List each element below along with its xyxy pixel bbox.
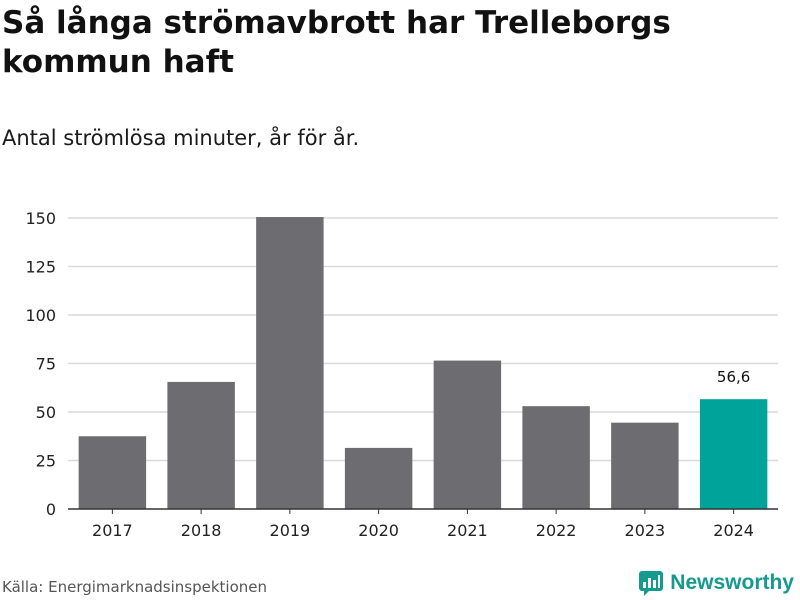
x-tick-label: 2022	[536, 521, 577, 540]
x-tick-label: 2023	[625, 521, 666, 540]
bar-2018	[167, 381, 235, 509]
y-tick-label: 25	[36, 452, 56, 471]
bar-2022	[522, 406, 590, 509]
axes: 0 25 50 75 100 125 150 2017 2018 2019 2020 2021 2022…	[25, 209, 778, 540]
x-tick-label: 2018	[181, 521, 222, 540]
source-note: Källa: Energimarknadsinspektionen	[2, 578, 268, 596]
bar-2021	[433, 360, 502, 509]
x-tick-label: 2021	[447, 521, 488, 540]
data-label-2024: 56,6	[717, 368, 750, 386]
x-tick-label: 2019	[270, 521, 311, 540]
newsworthy-logo-icon	[639, 571, 664, 596]
bars	[78, 217, 768, 509]
chart-subtitle: Antal strömlösa minuter, år för år.	[2, 126, 360, 150]
x-tick-label: 2024	[713, 521, 754, 540]
brand-name: Newsworthy	[670, 571, 794, 594]
y-tick-label: 100	[25, 306, 56, 325]
bar-2019	[256, 217, 324, 509]
bar-2020	[344, 447, 413, 509]
bar-2024	[699, 399, 768, 509]
brand-logo: Newsworthy	[638, 569, 794, 597]
chart-title: Så långa strömavbrott har Trelleborgs ko…	[2, 5, 671, 80]
bar-2023	[611, 422, 679, 509]
y-tick-label: 125	[25, 258, 56, 277]
x-tick-label: 2020	[358, 521, 399, 540]
y-tick-label: 50	[36, 403, 56, 422]
x-tick-label: 2017	[92, 521, 133, 540]
y-tick-label: 150	[25, 209, 56, 228]
y-tick-label: 75	[36, 355, 56, 374]
bar-2017	[78, 436, 147, 509]
y-tick-label: 0	[46, 500, 56, 519]
data-labels: 56,6	[717, 368, 750, 386]
